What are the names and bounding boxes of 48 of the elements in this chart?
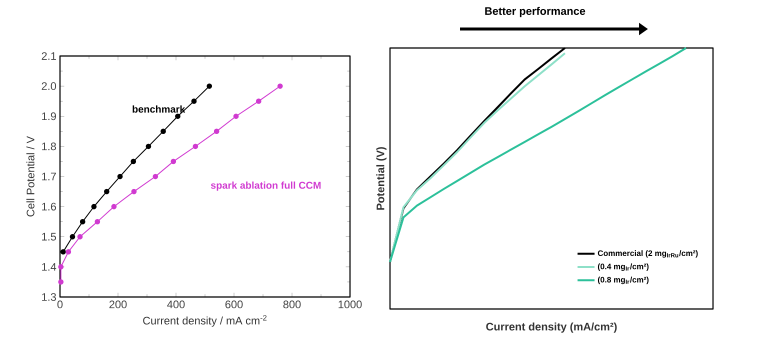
point xyxy=(233,114,239,119)
x-tick-label: 800 xyxy=(283,300,301,308)
point xyxy=(191,98,197,104)
point xyxy=(77,234,83,240)
point xyxy=(91,204,97,210)
text: spark ablation full CCM xyxy=(210,182,321,191)
point xyxy=(70,234,76,240)
x-tick-label: 400 xyxy=(167,300,185,308)
point xyxy=(58,264,64,270)
point xyxy=(66,249,72,255)
series-label: benchmark xyxy=(132,105,186,113)
point xyxy=(104,188,110,194)
y-tick-label: 1.5 xyxy=(42,232,56,241)
text: Better performance xyxy=(485,6,586,18)
y-tick-label: 1.7 xyxy=(42,172,56,180)
point xyxy=(117,174,123,180)
point xyxy=(170,158,176,164)
x-tick-label: 200 xyxy=(109,300,127,308)
point xyxy=(58,279,64,285)
point xyxy=(160,128,166,134)
x-tick-label: 0 xyxy=(57,300,63,308)
x-axis-title: Current density (mA/cm²) xyxy=(486,322,617,333)
y-tick-label: 2.1 xyxy=(42,52,56,60)
y-tick-label: 1.9 xyxy=(42,112,56,120)
y-axis-title: Potential (V) xyxy=(376,147,386,210)
point xyxy=(192,144,198,150)
point xyxy=(214,128,220,134)
y-tick-label: 1.4 xyxy=(42,263,56,271)
y-tick-label: 2.0 xyxy=(42,82,56,90)
x-tick-label: 600 xyxy=(225,300,243,308)
point xyxy=(94,218,100,224)
point xyxy=(60,249,66,255)
point xyxy=(131,188,137,194)
y-tick-label: 1.8 xyxy=(42,142,56,150)
point xyxy=(111,204,117,210)
point xyxy=(206,83,212,89)
point xyxy=(175,114,180,119)
x-tick-label: 1000 xyxy=(338,300,362,308)
point xyxy=(80,218,86,224)
point xyxy=(256,98,262,104)
point xyxy=(130,158,136,164)
y-axis-title: Cell Potential / V xyxy=(26,136,34,216)
y-tick-label: 1.3 xyxy=(42,293,56,301)
point xyxy=(146,144,152,150)
point xyxy=(277,83,283,89)
y-tick-label: 1.6 xyxy=(42,202,56,211)
point xyxy=(152,174,158,180)
x-axis-title: Current density / mA cm$^{-2}$ xyxy=(143,315,267,327)
